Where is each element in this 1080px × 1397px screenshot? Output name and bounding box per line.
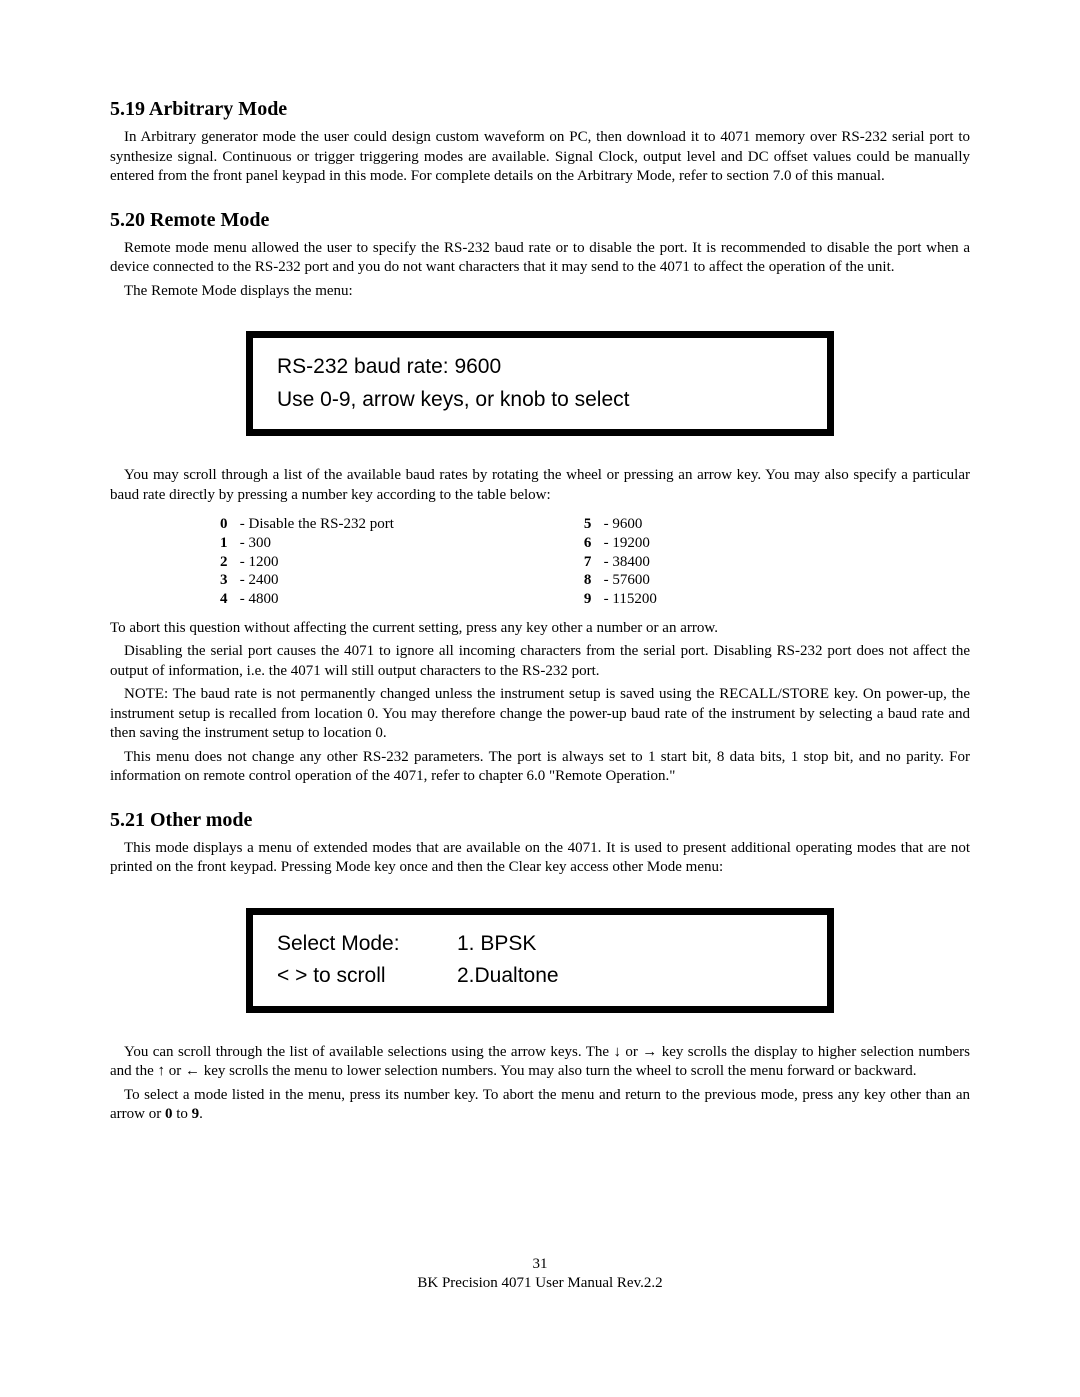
baud-label: - 38400 — [604, 554, 650, 570]
para-5-19-1: In Arbitrary generator mode the user cou… — [110, 128, 970, 187]
text-fragment: . — [199, 1106, 203, 1122]
baud-col-right: 5 - 9600 6 - 19200 7 - 38400 8 - 57600 9… — [584, 515, 657, 609]
table-row: 5 - 9600 — [584, 515, 657, 534]
baud-key: 4 — [220, 590, 236, 609]
para-5-20-1: Remote mode menu allowed the user to spe… — [110, 239, 970, 278]
display-line-1: Select Mode:1. BPSK — [277, 928, 807, 961]
text-fragment: or — [165, 1063, 185, 1079]
table-row: 2 - 1200 — [220, 553, 394, 572]
para-5-21-1: This mode displays a menu of extended mo… — [110, 839, 970, 878]
table-row: 7 - 38400 — [584, 553, 657, 572]
heading-5-21: 5.21 Other mode — [110, 807, 970, 833]
baud-label: - 2400 — [240, 572, 279, 588]
baud-label: - 300 — [240, 535, 271, 551]
page-footer: 31 BK Precision 4071 User Manual Rev.2.2 — [110, 1255, 970, 1294]
table-row: 3 - 2400 — [220, 571, 394, 590]
table-row: 9 - 115200 — [584, 590, 657, 609]
table-row: 8 - 57600 — [584, 571, 657, 590]
remote-mode-display-box: RS-232 baud rate: 9600 Use 0-9, arrow ke… — [246, 331, 834, 436]
baud-key: 5 — [584, 515, 600, 534]
text-fragment: To select a mode listed in the menu, pre… — [110, 1087, 970, 1123]
other-mode-display-box: Select Mode:1. BPSK < > to scroll2.Dualt… — [246, 908, 834, 1013]
display-label: < > to scroll — [277, 960, 457, 993]
para-5-21-2: You can scroll through the list of avail… — [110, 1043, 970, 1082]
baud-key: 1 — [220, 534, 236, 553]
left-arrow-icon: ← — [185, 1063, 200, 1079]
para-5-20-2: The Remote Mode displays the menu: — [110, 282, 970, 302]
text-fragment: or — [621, 1044, 642, 1060]
para-5-21-3: To select a mode listed in the menu, pre… — [110, 1086, 970, 1125]
para-5-20-6: NOTE: The baud rate is not permanently c… — [110, 685, 970, 744]
up-arrow-icon: ↑ — [157, 1063, 165, 1079]
baud-label: - 19200 — [604, 535, 650, 551]
baud-key: 9 — [584, 590, 600, 609]
baud-key: 3 — [220, 571, 236, 590]
heading-5-19: 5.19 Arbitrary Mode — [110, 96, 970, 122]
para-5-20-3: You may scroll through a list of the ava… — [110, 466, 970, 505]
baud-label: - Disable the RS-232 port — [240, 516, 394, 532]
para-5-20-7: This menu does not change any other RS-2… — [110, 748, 970, 787]
baud-key: 8 — [584, 571, 600, 590]
baud-key: 7 — [584, 553, 600, 572]
baud-label: - 57600 — [604, 572, 650, 588]
display-value: 2.Dualtone — [457, 960, 559, 993]
display-line-2: < > to scroll2.Dualtone — [277, 960, 807, 993]
footer-doc-line: BK Precision 4071 User Manual Rev.2.2 — [110, 1274, 970, 1294]
para-5-20-5: Disabling the serial port causes the 407… — [110, 642, 970, 681]
right-arrow-icon: → — [642, 1044, 657, 1060]
text-fragment: to — [172, 1106, 191, 1122]
text-fragment: key scrolls the menu to lower selection … — [200, 1063, 917, 1079]
table-row: 1 - 300 — [220, 534, 394, 553]
heading-5-20: 5.20 Remote Mode — [110, 207, 970, 233]
display-value: 1. BPSK — [457, 928, 536, 961]
table-row: 6 - 19200 — [584, 534, 657, 553]
down-arrow-icon: ↓ — [613, 1044, 621, 1060]
baud-label: - 4800 — [240, 591, 279, 607]
page-number: 31 — [110, 1255, 970, 1275]
baud-rate-table: 0 - Disable the RS-232 port 1 - 300 2 - … — [220, 515, 970, 609]
baud-key: 2 — [220, 553, 236, 572]
baud-label: - 9600 — [604, 516, 643, 532]
baud-key: 0 — [220, 515, 236, 534]
table-row: 4 - 4800 — [220, 590, 394, 609]
baud-key: 6 — [584, 534, 600, 553]
text-fragment: You can scroll through the list of avail… — [124, 1044, 613, 1060]
display-line-2: Use 0-9, arrow keys, or knob to select — [277, 384, 807, 417]
baud-label: - 1200 — [240, 554, 279, 570]
display-label: Select Mode: — [277, 928, 457, 961]
baud-col-left: 0 - Disable the RS-232 port 1 - 300 2 - … — [220, 515, 394, 609]
table-row: 0 - Disable the RS-232 port — [220, 515, 394, 534]
display-line-1: RS-232 baud rate: 9600 — [277, 351, 807, 384]
baud-label: - 115200 — [604, 591, 657, 607]
para-5-20-4: To abort this question without affecting… — [110, 619, 970, 639]
